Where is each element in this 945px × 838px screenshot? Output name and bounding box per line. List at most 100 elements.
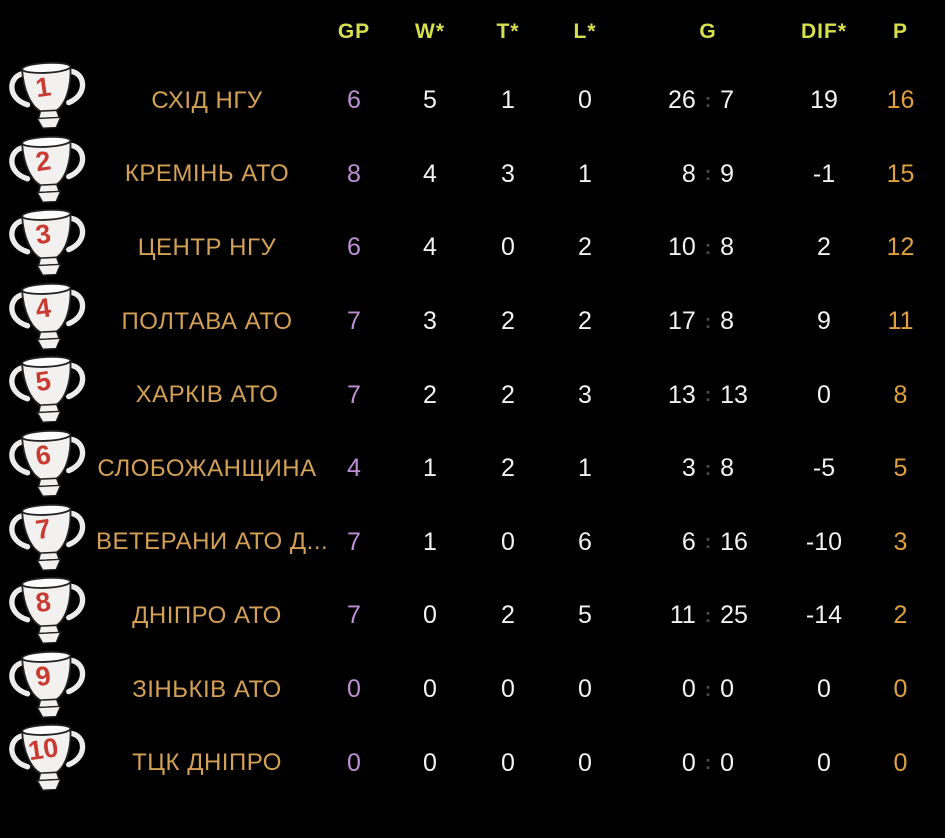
table-row[interactable]: 8 ДНІПРО АТО 7 0 2 5 11 : 25 -14 2 — [0, 577, 945, 653]
wins-value: 0 — [423, 675, 437, 704]
goal-difference-value: 19 — [810, 86, 838, 115]
ties-value: 0 — [501, 233, 515, 262]
table-row[interactable]: 4 ПОЛТАВА АТО 7 3 2 2 17 : 8 9 11 — [0, 282, 945, 359]
team-name: СХІД НГУ — [151, 86, 263, 114]
goals-against: 0 — [720, 675, 735, 704]
points-value: 11 — [887, 307, 914, 336]
games-played-value: 7 — [347, 601, 361, 630]
goals-for: 10 — [668, 233, 696, 262]
table-row[interactable]: 7 ВЕТЕРАНИ АТО Д... 7 1 0 6 6 : 16 -10 3 — [0, 503, 945, 580]
ties-value: 0 — [501, 527, 515, 556]
wins-value: 0 — [423, 748, 437, 777]
goals-for: 0 — [681, 748, 696, 777]
goals-value: 0 : 0 — [624, 749, 792, 778]
games-played-value: 0 — [347, 675, 361, 704]
losses-value: 2 — [578, 233, 592, 262]
goals-against: 16 — [720, 527, 748, 556]
column-header-gp: GP — [337, 20, 371, 43]
wins-value: 5 — [423, 86, 437, 115]
team-name: ДНІПРО АТО — [132, 601, 282, 629]
losses-value: 1 — [578, 454, 592, 483]
goals-against: 13 — [720, 380, 748, 409]
rank-trophy: 3 — [0, 209, 96, 285]
ties-value: 2 — [501, 380, 515, 409]
trophy-icon — [9, 282, 86, 350]
standings-table: GP W* T* L* G DIF* P 1 СХІД НГУ 6 5 — [0, 20, 945, 800]
table-row[interactable]: 3 ЦЕНТР НГУ 6 4 0 2 10 : 8 2 12 — [0, 209, 945, 285]
ties-value: 0 — [501, 748, 515, 777]
games-played-value: 7 — [347, 527, 361, 556]
wins-value: 4 — [423, 159, 437, 188]
goals-for: 17 — [668, 307, 696, 336]
goals-value: 8 : 9 — [624, 160, 792, 189]
goal-difference-value: 0 — [817, 380, 831, 409]
losses-value: 1 — [578, 159, 592, 188]
losses-value: 3 — [578, 380, 592, 409]
goals-against: 0 — [720, 748, 735, 777]
team-name: ХАРКІВ АТО — [135, 381, 279, 409]
losses-value: 0 — [578, 748, 592, 777]
table-row[interactable]: 9 ЗІНЬКІВ АТО 0 0 0 0 0 : 0 0 0 — [0, 650, 945, 727]
goals-colon-separator: : — [704, 605, 712, 627]
table-row[interactable]: 10 ТЦК ДНІПРО 0 0 0 0 0 : 0 0 0 — [0, 724, 945, 800]
team-name: ЗІНЬКІВ АТО — [132, 675, 282, 703]
games-played-value: 8 — [347, 159, 361, 188]
trophy-icon — [9, 209, 86, 277]
games-played-value: 0 — [347, 748, 361, 777]
goals-against: 25 — [720, 601, 748, 630]
column-header-w: W* — [415, 20, 445, 43]
goal-difference-value: 0 — [817, 675, 831, 704]
rank-trophy: 4 — [0, 282, 96, 359]
losses-value: 6 — [578, 527, 592, 556]
goals-value: 6 : 16 — [624, 528, 792, 557]
trophy-icon — [9, 135, 86, 203]
wins-value: 3 — [423, 307, 437, 336]
goals-against: 8 — [720, 233, 735, 262]
trophy-icon — [9, 577, 86, 645]
games-played-value: 6 — [347, 233, 361, 262]
goals-colon-separator: : — [704, 753, 712, 775]
wins-value: 4 — [423, 233, 437, 262]
goal-difference-value: 0 — [817, 748, 831, 777]
points-value: 0 — [893, 748, 908, 777]
trophy-icon — [9, 503, 86, 571]
goals-against: 7 — [720, 86, 735, 115]
goals-value: 26 : 7 — [624, 86, 792, 115]
goals-value: 10 : 8 — [624, 233, 792, 262]
games-played-value: 4 — [347, 454, 361, 483]
losses-value: 5 — [578, 601, 592, 630]
column-header-l: L* — [573, 20, 597, 43]
goal-difference-value: -14 — [805, 601, 843, 630]
table-row[interactable]: 6 СЛОБОЖАНЩИНА 4 1 2 1 3 : 8 -5 5 — [0, 429, 945, 506]
goals-for: 8 — [681, 159, 696, 188]
column-header-t: T* — [496, 20, 520, 43]
team-name: КРЕМІНЬ АТО — [124, 160, 290, 188]
table-row[interactable]: 1 СХІД НГУ 6 5 1 0 26 : 7 19 16 — [0, 61, 945, 138]
goal-difference-value: -5 — [812, 454, 836, 483]
goals-value: 3 : 8 — [624, 454, 792, 483]
ties-value: 1 — [501, 86, 515, 115]
rank-trophy: 10 — [0, 724, 96, 800]
team-name: ТЦК ДНІПРО — [132, 749, 282, 777]
ties-value: 2 — [501, 307, 515, 336]
losses-value: 0 — [578, 86, 592, 115]
rank-trophy: 5 — [0, 356, 96, 432]
goal-difference-value: 2 — [817, 233, 831, 262]
table-row[interactable]: 5 ХАРКІВ АТО 7 2 2 3 13 : 13 0 8 — [0, 356, 945, 432]
goals-colon-separator: : — [704, 532, 712, 554]
table-row[interactable]: 2 КРЕМІНЬ АТО 8 4 3 1 8 : 9 -1 15 — [0, 135, 945, 212]
goals-value: 13 : 13 — [624, 381, 792, 410]
wins-value: 2 — [423, 380, 437, 409]
goals-colon-separator: : — [704, 385, 712, 407]
column-header-p: P — [892, 20, 908, 43]
losses-value: 0 — [578, 675, 592, 704]
team-name: ПОЛТАВА АТО — [121, 307, 293, 335]
goals-colon-separator: : — [704, 458, 712, 480]
goals-for: 0 — [681, 675, 696, 704]
goal-difference-value: 9 — [817, 307, 831, 336]
goals-for: 13 — [668, 380, 696, 409]
team-name: ВЕТЕРАНИ АТО Д... — [96, 528, 329, 556]
ties-value: 3 — [501, 159, 515, 188]
rank-trophy: 9 — [0, 650, 96, 727]
column-header-g: G — [699, 20, 717, 43]
